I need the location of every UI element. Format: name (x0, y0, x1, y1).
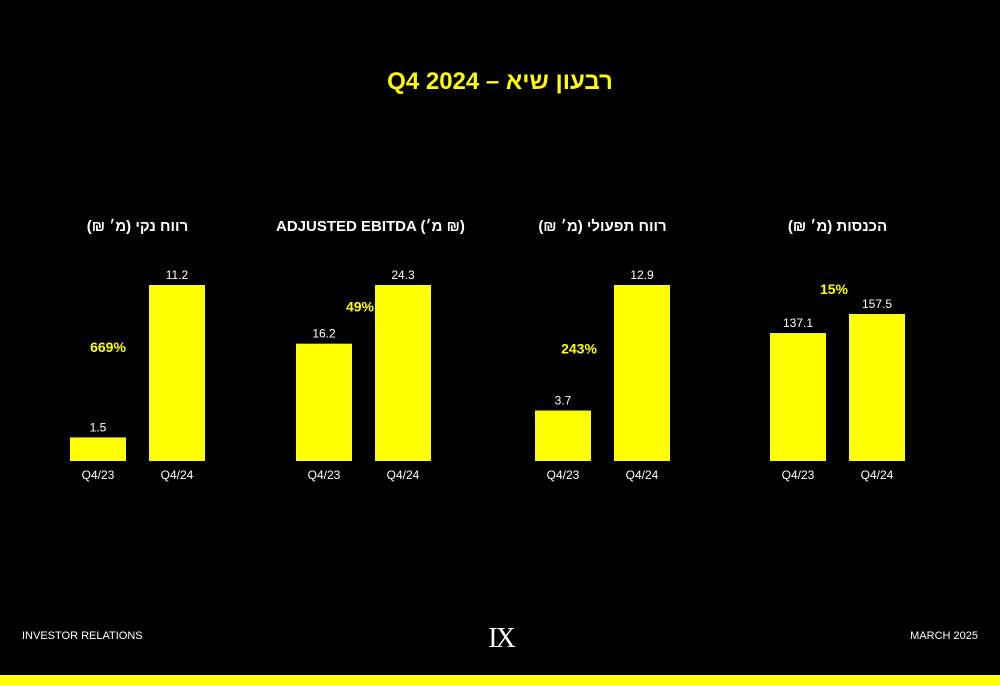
data-label: 3.7 (555, 394, 572, 408)
chart-panel-operating-profit: רווח תפעולי (מ׳ ₪) 3.7 Q4/23 12.9 Q4/24 243% (515, 200, 690, 500)
chart-title: רווח נקי (מ׳ ₪) (86, 218, 189, 235)
data-label: 12.9 (630, 268, 654, 282)
growth-percentage-label: 49% (346, 298, 375, 314)
footer-investor-relations: INVESTOR RELATIONS (22, 630, 143, 642)
logo-text: IX (488, 623, 515, 653)
growth-percentage-label: 669% (90, 339, 126, 355)
data-label: 1.5 (90, 420, 107, 434)
bar-q4-23 (70, 437, 126, 461)
growth-percentage-label: 15% (820, 281, 849, 297)
category-label: Q4/23 (308, 468, 341, 482)
category-label: Q4/23 (782, 468, 815, 482)
bar-q4-24 (375, 285, 431, 461)
bar-q4-24 (149, 285, 205, 461)
data-label: 137.1 (783, 316, 813, 330)
company-logo: IX (488, 623, 517, 653)
bar-q4-23 (535, 410, 591, 461)
data-label: 24.3 (391, 268, 415, 282)
chart-panel-revenues: הכנסות (מ׳ ₪) 137.1 Q4/23 157.5 Q4/24 15% (750, 200, 925, 500)
bar-chart-net-profit: 1.5 Q4/23 11.2 Q4/24 669% (70, 268, 205, 482)
bar-chart-operating-profit: 3.7 Q4/23 12.9 Q4/24 243% (535, 268, 670, 482)
bar-chart-adjusted-ebitda: 16.2 Q4/23 24.3 Q4/24 49% (296, 268, 431, 482)
data-label: 11.2 (166, 268, 189, 282)
category-label: Q4/23 (82, 468, 115, 482)
data-label: 16.2 (312, 327, 336, 341)
chart-title: רווח תפעולי (מ׳ ₪) (538, 218, 667, 235)
category-label: Q4/24 (387, 468, 420, 482)
chart-title: הכנסות (מ׳ ₪) (787, 218, 888, 235)
growth-percentage-label: 243% (561, 341, 597, 357)
category-label: Q4/24 (161, 468, 194, 482)
chart-panel-net-profit: רווח נקי (מ׳ ₪) 1.5 Q4/23 11.2 Q4/24 669% (50, 200, 225, 500)
bar-q4-24 (849, 314, 905, 461)
category-label: Q4/23 (547, 468, 580, 482)
slide-title: Q4 2024 – רבעון שיא (387, 68, 613, 95)
data-label: 157.5 (862, 297, 892, 311)
footer-accent-bar (0, 675, 1000, 685)
chart-title: ADJUSTED EBITDA (מ׳ ₪) (276, 218, 465, 235)
bar-q4-23 (770, 333, 826, 461)
category-label: Q4/24 (626, 468, 659, 482)
bar-chart-revenues: 137.1 Q4/23 157.5 Q4/24 15% (770, 281, 905, 482)
bar-q4-24 (614, 285, 670, 461)
chart-panel-adjusted-ebitda: ADJUSTED EBITDA (מ׳ ₪) 16.2 Q4/23 24.3 Q4/2… (276, 200, 465, 500)
category-label: Q4/24 (861, 468, 894, 482)
footer-date: MARCH 2025 (910, 630, 978, 642)
bar-q4-23 (296, 343, 352, 461)
